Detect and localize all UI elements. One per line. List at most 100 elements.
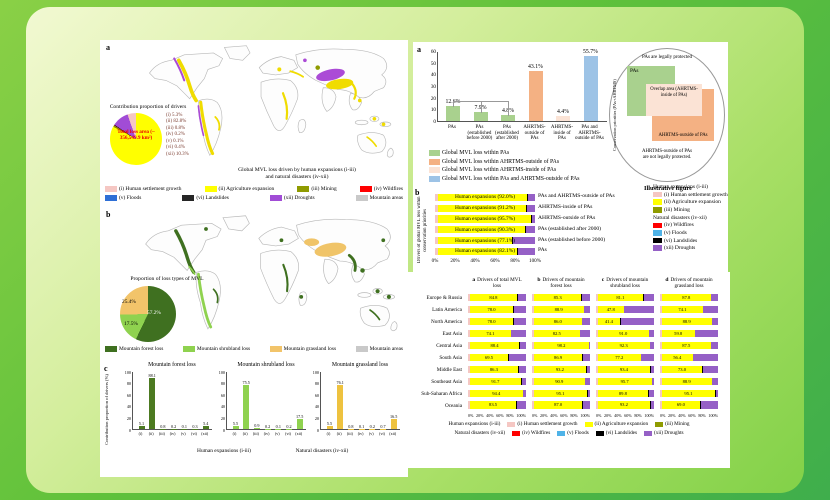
x-axis-tick-label: (xii) (295, 431, 303, 436)
bar-segment (584, 305, 590, 313)
y-axis-tick-label: 100 (218, 369, 225, 375)
legend-label: (vi) Landslides (196, 195, 229, 201)
bar-value-label: 12.6% (436, 99, 470, 105)
y-axis-tick-label: 60 (126, 392, 131, 398)
bar-segment (661, 305, 703, 313)
bar-value-label: 56.4 (673, 354, 682, 360)
legend-item: Mountain forest loss (105, 346, 163, 352)
bar-segment (620, 317, 621, 325)
forest-drivers-chart: Mountain forest loss 0 20 40 60 80 100 5.1 88.1… (120, 362, 214, 438)
drivers-legend: (i) Human settlement growth (ii) Agricult… (105, 186, 403, 204)
x-axis-label-line: PAs (448, 125, 456, 130)
bar-segment (643, 293, 654, 301)
y-axis-tick-label: 100 (124, 369, 131, 375)
axis-tick-label: 80% (634, 413, 642, 419)
bar-segment (582, 401, 583, 409)
bar-value-label: 89.8 (618, 390, 627, 396)
region-label: Oceania (445, 403, 462, 410)
bar-segment (469, 317, 514, 325)
axis-tick-label: 40% (470, 257, 480, 264)
x-axis-tick-label: PAs (437, 125, 467, 131)
bar-value-label: 0.1 (181, 423, 187, 429)
bar-segment (660, 353, 662, 361)
bar-value-label: Human expansions (91.2%) (454, 205, 516, 212)
x-axis-tick-label: (v) (368, 431, 374, 436)
axis-tick-label: 60% (490, 257, 500, 264)
category-label: AHRTMS-inside of PAs (538, 204, 593, 211)
bar-value-label: 5.5 (232, 420, 239, 426)
x-axis-tick-label: (xii) (389, 431, 397, 436)
legend-swatch (512, 430, 521, 436)
chart-title-grassland: d Drivers of mountain grassland loss (660, 277, 718, 290)
bar-value-label: 59.8 (674, 330, 683, 336)
region-label: North America (431, 319, 462, 326)
bar-segment (532, 365, 534, 373)
stacked-bar: 95.1 (660, 389, 718, 397)
bar-segment (661, 293, 711, 301)
conservation-share-x-labels: PAs PAs (established before 2000) PAs (establ… (437, 125, 607, 149)
axis-tick-label: 20% (476, 413, 484, 419)
map-a-caption-line2: and natural disasters (iv-xii) (265, 174, 329, 181)
legend-label: Mountain shrubland loss (196, 346, 251, 352)
x-axis-tick-label: (ii) (242, 431, 248, 436)
x-axis-label-line: outside of PAs (575, 136, 604, 142)
x-axis-tick-label: (vi) (285, 431, 291, 436)
legend-swatch (355, 195, 368, 201)
y-axis-label: Contribution proportion of drivers (%) (104, 374, 109, 446)
bar-segment (582, 353, 590, 361)
bar-segment (661, 365, 703, 373)
bar-segment (517, 247, 518, 255)
bar-segment (468, 401, 470, 409)
x-axis-tick-label: (iv) (263, 431, 270, 436)
y-axis-tick-label: 80 (220, 381, 225, 387)
x-axis-ticks: 0% 20% 40% 60% 80% 100% (432, 257, 541, 266)
bar-value-label: 93.2 (619, 402, 628, 408)
bar-segment (650, 401, 651, 409)
driver-share-value: (iv) 0.2% (166, 132, 185, 138)
bar-value-label: 4.8% (491, 108, 525, 114)
legend-swatch (653, 207, 662, 213)
loss-types-pie-chart: 57.2% 17.5% 25.4% (120, 286, 176, 342)
bar-segment (527, 193, 535, 201)
bar-segment (469, 353, 509, 361)
bar-value-label: 17.5 (296, 413, 304, 419)
region-label: Southeast Asia (431, 379, 462, 386)
bar (170, 428, 177, 429)
map-a-caption: Global MVL loss driven by human expansio… (188, 167, 406, 182)
axis-tick-label: 80% (570, 413, 578, 419)
regional-shrubland-chart: 81.1 47.8 41.4 91.0 92.3 77.2 93.4 95.7 89.8 93.2… (596, 293, 654, 419)
chart-title: Mountain grassland loss (331, 362, 389, 368)
bar-segment (523, 389, 526, 397)
stacked-bar: Human expansions (82.1%) (435, 247, 535, 255)
y-axis-tick-label: 80 (126, 381, 131, 387)
bar-segment (516, 401, 517, 409)
x-axis-labels: (i) (ii) (iii) (iv) (v) (vi) (xii) (320, 430, 400, 438)
bar (347, 428, 354, 429)
forest-drivers-plot: 0 20 40 60 80 100 5.1 88.1 0.8 0.2 0.1 0.3 5.4 (125, 370, 212, 433)
legend-swatch (105, 346, 117, 352)
stacked-bar: 92.3 (596, 341, 654, 349)
legend-swatch (429, 158, 440, 165)
x-axis-label-line: PAs (558, 136, 566, 142)
stacked-bar: 90.9 (532, 377, 590, 385)
bar-value-label: 86.3 (489, 366, 498, 372)
y-axis-tick-label: 10 (430, 107, 436, 114)
bar-segment (468, 377, 470, 385)
bar-value-label: 93.4 (619, 366, 628, 372)
bar-value-label: 90.9 (555, 378, 564, 384)
bar-segment (532, 317, 534, 325)
y-axis-tick-label: 60 (430, 49, 436, 55)
bar-value-label: 0.1 (358, 423, 365, 429)
bar-segment (620, 317, 654, 325)
stacked-bar: 74.1 (660, 305, 718, 313)
legend-swatch (557, 430, 566, 436)
axis-tick-label: 60% (624, 413, 632, 419)
bar-segment (597, 377, 652, 385)
x-axis-label-line: PAs (503, 125, 511, 130)
world-map-loss-types (145, 215, 398, 332)
axis-tick-label: 60% (688, 413, 696, 419)
left-figure-panel: a (100, 40, 408, 477)
bar-segment (532, 341, 534, 349)
legend-label: (iv) Wildfires (522, 430, 551, 437)
bottom-legend-row1: Human expansions (i-iii) (i) Human settle… (408, 421, 730, 427)
